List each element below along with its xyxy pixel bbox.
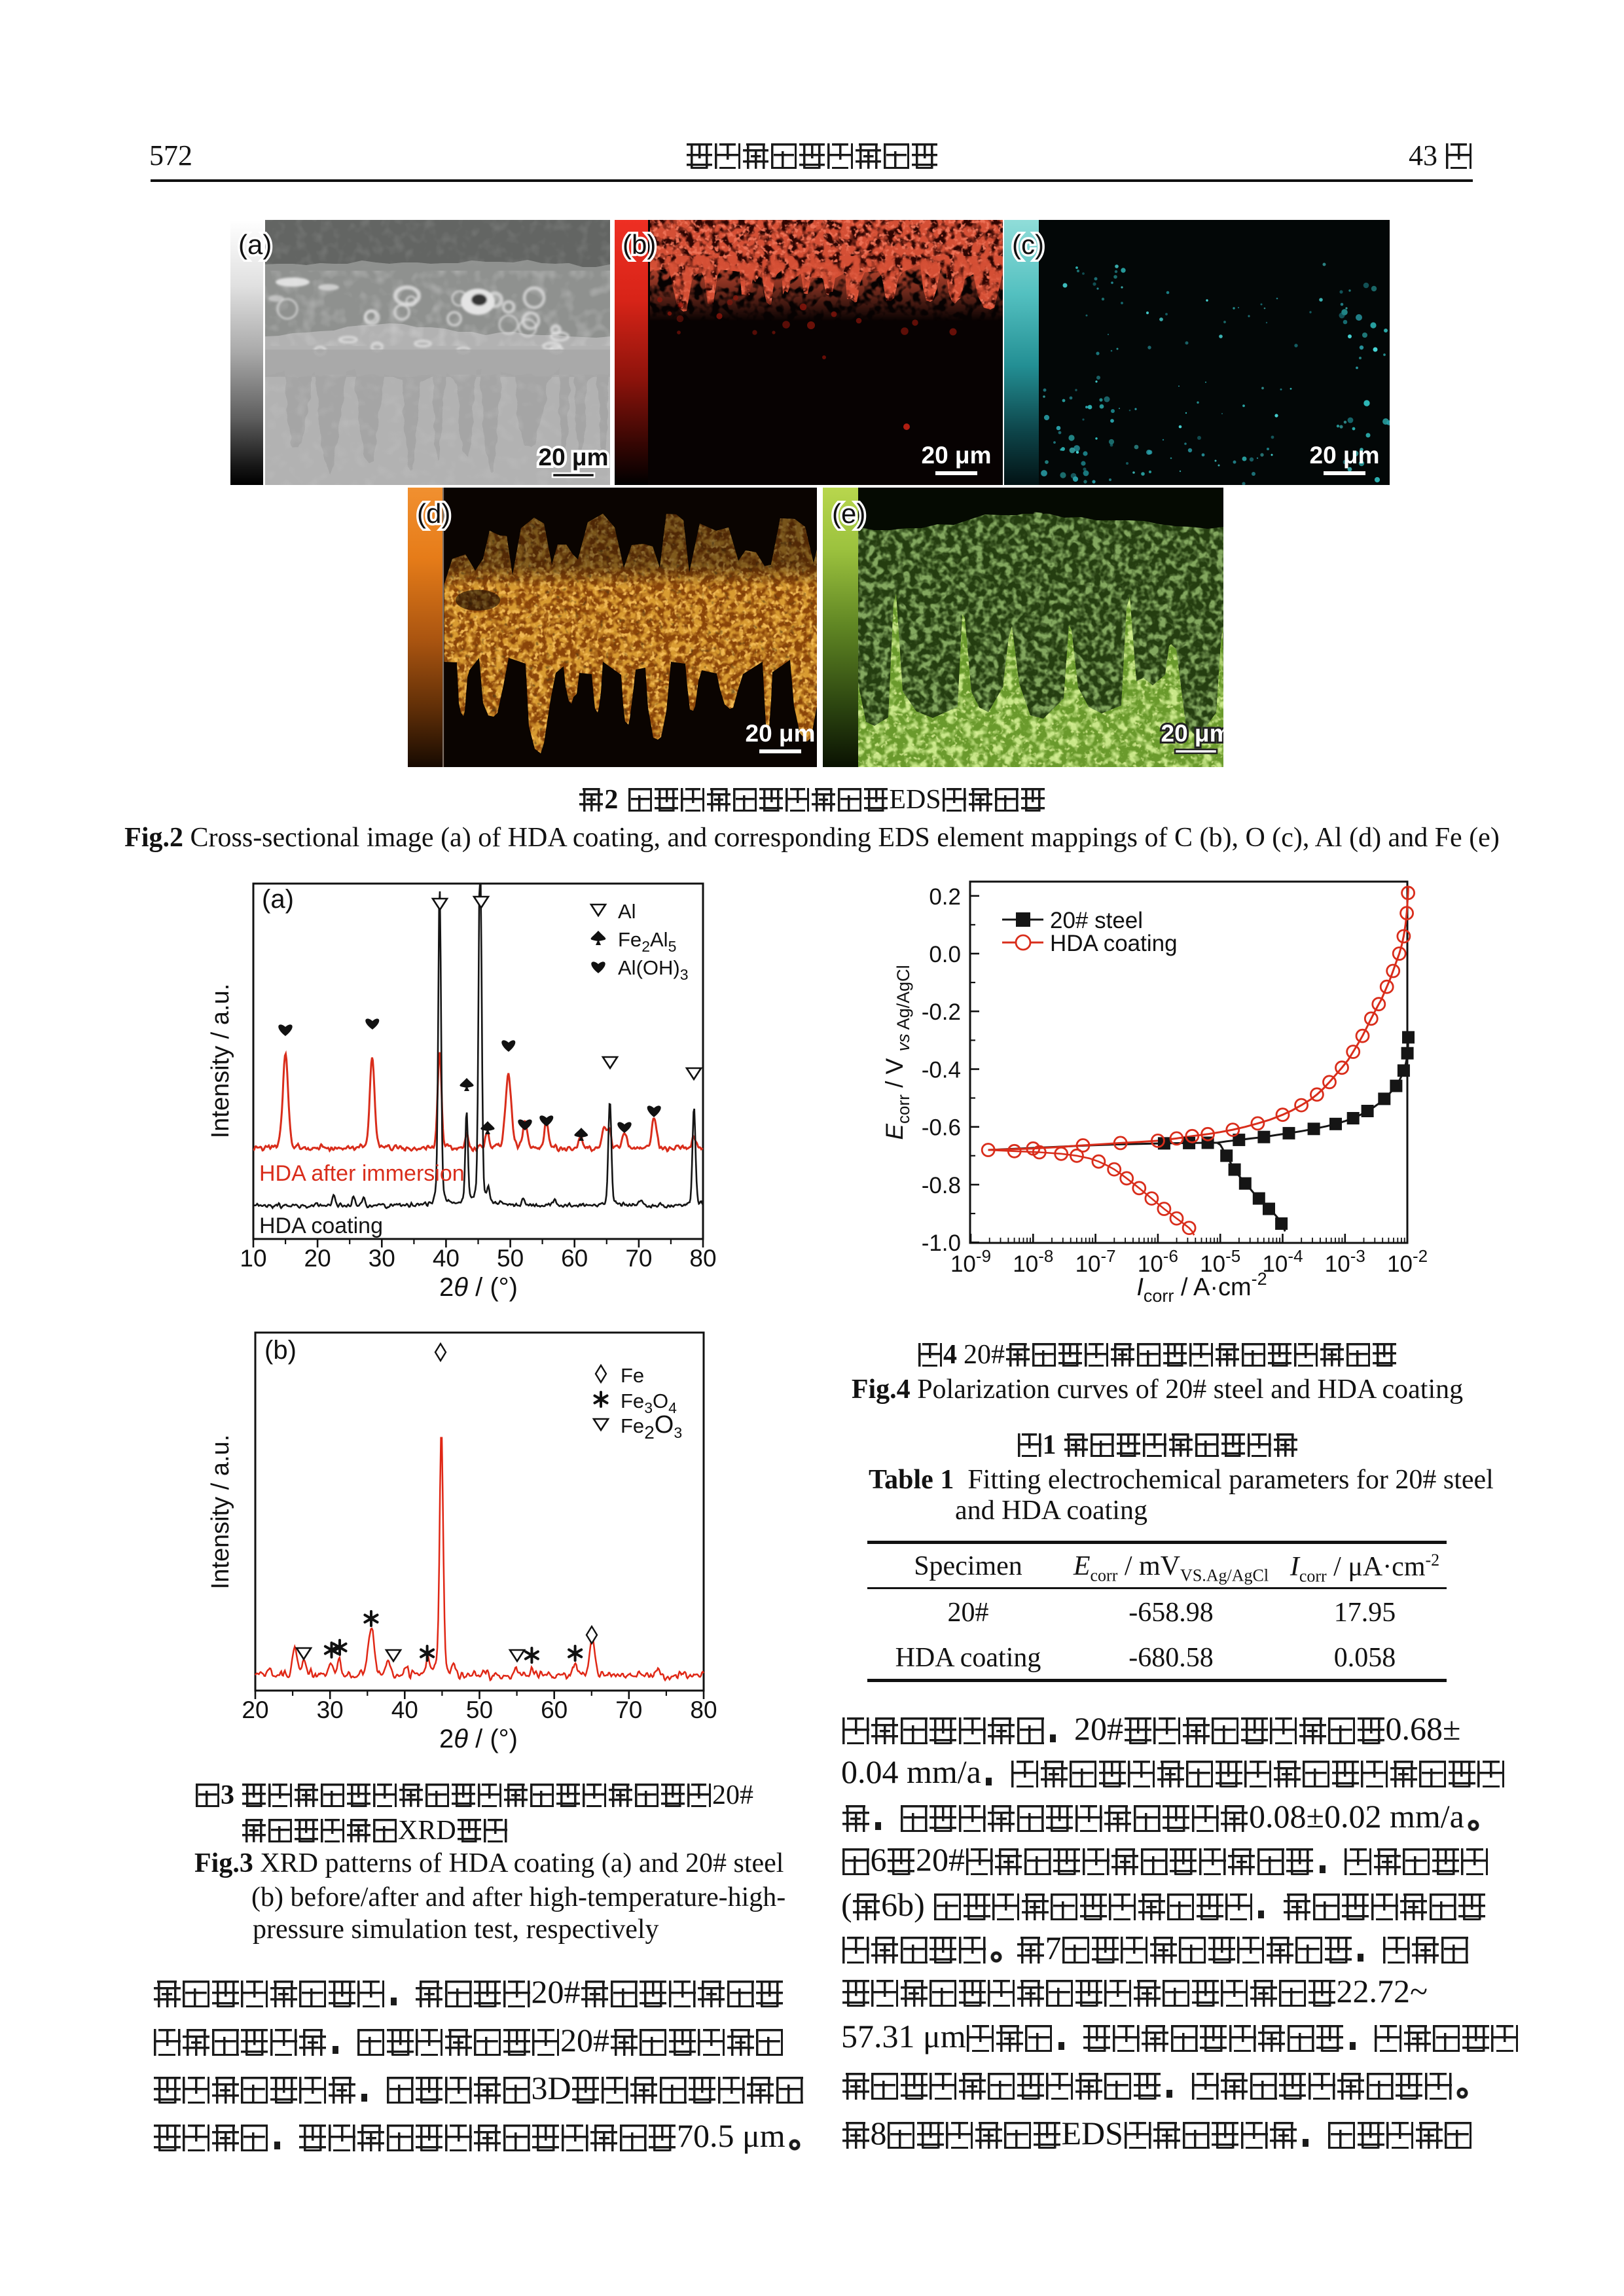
svg-text:(b): (b) — [264, 1336, 297, 1365]
svg-text:50: 50 — [497, 1245, 524, 1272]
svg-text:10-9: 10-9 — [950, 1246, 991, 1277]
svg-text:-0.8: -0.8 — [922, 1173, 961, 1198]
svg-text:(a): (a) — [238, 229, 272, 260]
svg-text:0.0: 0.0 — [929, 942, 961, 967]
svg-text:(c): (c) — [1012, 229, 1044, 260]
svg-text:Fe2O3: Fe2O3 — [621, 1411, 682, 1443]
svg-text:20 μm: 20 μm — [539, 444, 609, 471]
svg-text:-1.0: -1.0 — [922, 1230, 961, 1256]
svg-text:20: 20 — [304, 1245, 331, 1272]
svg-text:60: 60 — [561, 1245, 588, 1272]
svg-text:HDA after immersion: HDA after immersion — [259, 1161, 465, 1186]
svg-text:40: 40 — [391, 1696, 418, 1723]
svg-text:Icorr / A·cm-2: Icorr / A·cm-2 — [1136, 1269, 1267, 1306]
svg-text:Fe2Al5: Fe2Al5 — [618, 928, 676, 955]
svg-text:20: 20 — [242, 1696, 268, 1723]
svg-text:20# steel: 20# steel — [1050, 908, 1143, 933]
svg-text:50: 50 — [466, 1696, 493, 1723]
svg-text:20 μm: 20 μm — [746, 720, 816, 747]
svg-text:HDA coating: HDA coating — [259, 1213, 383, 1238]
svg-text:70: 70 — [625, 1245, 652, 1272]
svg-text:(a): (a) — [262, 885, 294, 914]
svg-text:20 μm: 20 μm — [922, 442, 992, 469]
svg-text:Al: Al — [618, 900, 636, 923]
svg-text:2θ / (°): 2θ / (°) — [439, 1725, 518, 1753]
svg-text:-0.2: -0.2 — [922, 999, 961, 1025]
svg-text:-0.6: -0.6 — [922, 1115, 961, 1141]
svg-text:Fe3O4: Fe3O4 — [621, 1390, 677, 1416]
svg-text:10-4: 10-4 — [1262, 1246, 1303, 1277]
svg-text:10-5: 10-5 — [1200, 1246, 1240, 1277]
svg-text:0.2: 0.2 — [929, 884, 961, 910]
svg-text:Fe: Fe — [621, 1364, 644, 1387]
svg-text:10-7: 10-7 — [1075, 1246, 1116, 1277]
svg-text:70: 70 — [615, 1696, 642, 1723]
svg-text:20 μm: 20 μm — [1161, 720, 1223, 747]
svg-text:30: 30 — [317, 1696, 344, 1723]
svg-text:40: 40 — [433, 1245, 460, 1272]
svg-text:Intensity / a.u.: Intensity / a.u. — [207, 1435, 234, 1590]
svg-text:10-8: 10-8 — [1013, 1246, 1053, 1277]
svg-text:(b): (b) — [623, 229, 656, 260]
svg-text:30: 30 — [369, 1245, 395, 1272]
svg-text:(d): (d) — [417, 498, 450, 529]
svg-text:60: 60 — [541, 1696, 568, 1723]
svg-text:Al(OH)3: Al(OH)3 — [618, 956, 689, 983]
svg-text:80: 80 — [689, 1245, 716, 1272]
svg-text:10-3: 10-3 — [1325, 1246, 1365, 1277]
svg-text:-0.4: -0.4 — [922, 1058, 961, 1083]
svg-text:(e): (e) — [832, 498, 865, 529]
svg-text:Intensity / a.u.: Intensity / a.u. — [207, 984, 234, 1139]
svg-text:HDA coating: HDA coating — [1050, 931, 1178, 956]
svg-text:2θ / (°): 2θ / (°) — [439, 1273, 518, 1302]
svg-text:10-6: 10-6 — [1138, 1246, 1178, 1277]
svg-text:Ecorr / V vs Ag/AgCl: Ecorr / V vs Ag/AgCl — [881, 965, 913, 1139]
svg-text:80: 80 — [690, 1696, 717, 1723]
svg-text:10-2: 10-2 — [1387, 1246, 1428, 1277]
svg-text:10: 10 — [240, 1245, 266, 1272]
svg-text:20 μm: 20 μm — [1310, 442, 1380, 469]
